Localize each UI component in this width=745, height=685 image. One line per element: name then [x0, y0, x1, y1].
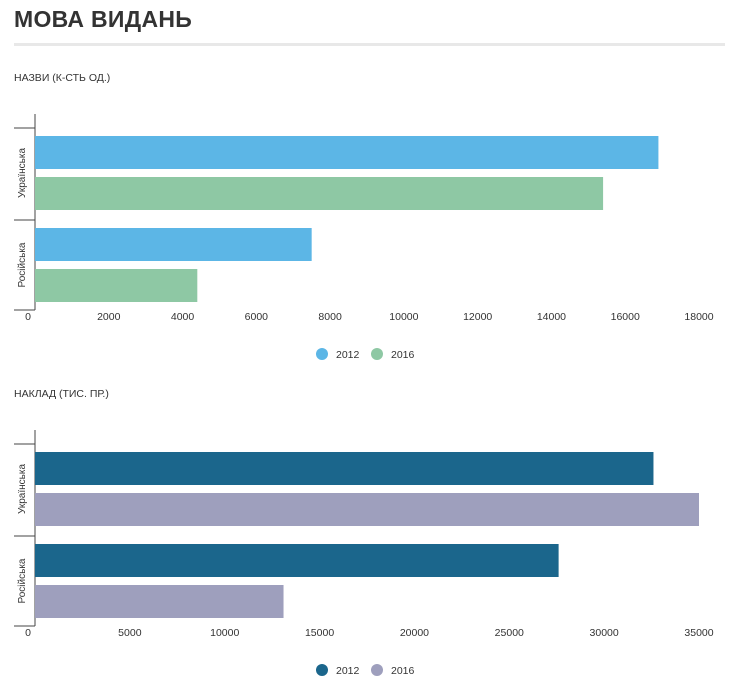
- legend-label: 2012: [336, 665, 360, 677]
- chart-titles-count: Українська Російська 0 2000 4000 6000 8000 1000…: [14, 114, 714, 361]
- x-tick-label: 20000: [400, 627, 429, 639]
- bar-2016-1: [35, 585, 284, 618]
- legend-marker: [371, 664, 383, 676]
- legend-label: 2016: [391, 665, 415, 677]
- x-tick-label: 2000: [97, 311, 121, 323]
- bar-2016-0: [35, 493, 699, 526]
- x-tick-label: 30000: [590, 627, 619, 639]
- legend-marker: [316, 348, 328, 360]
- page-title: МОВА ВИДАНЬ: [14, 6, 193, 32]
- title-divider: [14, 43, 725, 46]
- x-tick-label: 14000: [537, 311, 566, 323]
- chart-print-run: Українська Російська 0 5000 10000 15000 20000 2…: [14, 430, 714, 677]
- bar-2012-0: [35, 452, 654, 485]
- category-label: Російська: [17, 558, 28, 603]
- category-label: Українська: [17, 148, 28, 199]
- x-tick-label: 10000: [210, 627, 239, 639]
- x-tick-label: 16000: [611, 311, 640, 323]
- bar-2012-1: [35, 228, 312, 261]
- x-tick-label: 8000: [318, 311, 342, 323]
- legend-marker: [371, 348, 383, 360]
- category-label: Українська: [17, 464, 28, 515]
- x-tick-label: 35000: [684, 627, 713, 639]
- x-tick-label: 5000: [118, 627, 142, 639]
- bar-2016-1: [35, 269, 198, 302]
- x-tick-label: 10000: [389, 311, 418, 323]
- x-tick-label: 0: [25, 311, 31, 323]
- legend-marker: [316, 664, 328, 676]
- x-tick-label: 4000: [171, 311, 195, 323]
- x-tick-label: 15000: [305, 627, 334, 639]
- category-label: Російська: [17, 242, 28, 287]
- x-tick-label: 6000: [245, 311, 269, 323]
- chart-2-title: НАКЛАД (ТИС. ПР.): [14, 388, 109, 400]
- chart-1-title: НАЗВИ (К-СТЬ ОД.): [14, 72, 111, 84]
- x-tick-label: 12000: [463, 311, 492, 323]
- bar-2012-1: [35, 544, 559, 577]
- bar-2016-0: [35, 177, 604, 210]
- bar-2012-0: [35, 136, 659, 169]
- legend-label: 2012: [336, 349, 360, 361]
- legend-label: 2016: [391, 349, 415, 361]
- x-tick-label: 18000: [684, 311, 713, 323]
- x-tick-label: 25000: [495, 627, 524, 639]
- x-tick-label: 0: [25, 627, 31, 639]
